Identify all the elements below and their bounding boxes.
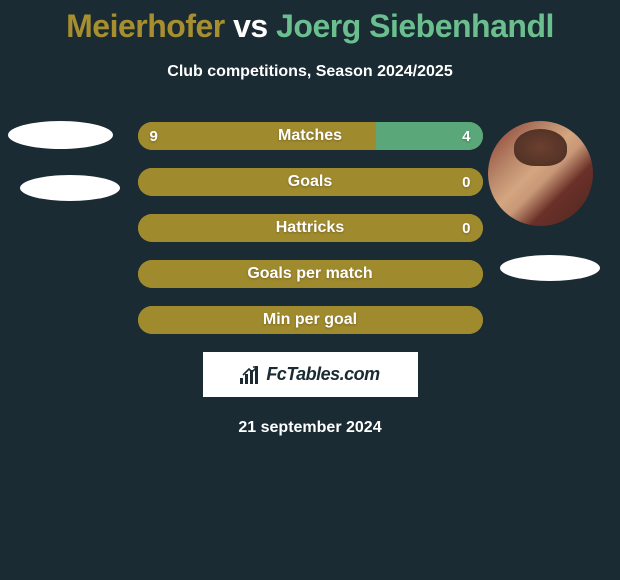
stat-label: Hattricks (138, 214, 483, 242)
avatar-left-placeholder-2 (20, 175, 120, 201)
stats-area: Matches94Goals0Hattricks0Goals per match… (0, 121, 620, 334)
stat-row: Goals0 (138, 168, 483, 196)
player1-name: Meierhofer (66, 8, 225, 44)
avatar-right-placeholder (500, 255, 600, 281)
logo-text: FcTables.com (266, 364, 379, 385)
stat-value-right: 4 (462, 122, 470, 150)
player2-name: Joerg Siebenhandl (276, 8, 554, 44)
subtitle: Club competitions, Season 2024/2025 (0, 63, 620, 81)
stat-row: Matches9 4 (138, 122, 483, 150)
logo-chart-icon (240, 366, 262, 384)
avatar-right (488, 121, 593, 226)
stat-value-right: 0 (462, 214, 470, 242)
logo-box: FcTables.com (203, 352, 418, 397)
page-title: Meierhofer vs Joerg Siebenhandl (0, 8, 620, 45)
stat-row: Hattricks0 (138, 214, 483, 242)
stat-label: Goals per match (138, 260, 483, 288)
stat-label: Goals (138, 168, 483, 196)
avatar-left-placeholder-1 (8, 121, 113, 149)
stat-row: Min per goal (138, 306, 483, 334)
stat-label: Matches (138, 122, 483, 150)
vs-text: vs (225, 8, 276, 44)
infographic-container: Meierhofer vs Joerg Siebenhandl Club com… (0, 0, 620, 437)
stat-row: Goals per match (138, 260, 483, 288)
stat-rows: Matches94Goals0Hattricks0Goals per match… (138, 121, 483, 334)
stat-label: Min per goal (138, 306, 483, 334)
stat-value-right: 0 (462, 168, 470, 196)
stat-value-left: 9 (150, 122, 158, 150)
date-text: 21 september 2024 (0, 419, 620, 437)
